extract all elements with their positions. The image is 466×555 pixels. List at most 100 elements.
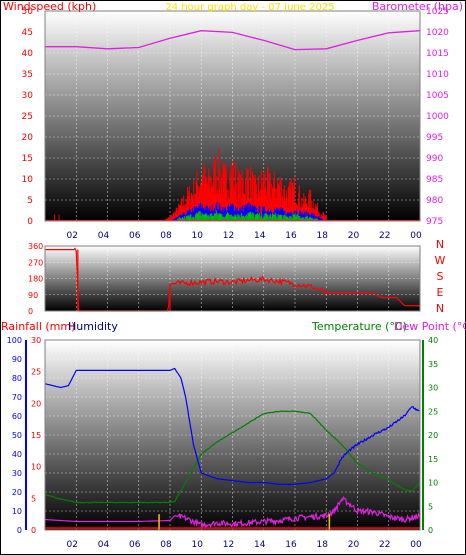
humidity-line bbox=[44, 367, 420, 485]
windspeed-tick: 15 bbox=[22, 154, 33, 164]
rainfall-tick: 20 bbox=[31, 399, 41, 408]
barometer-tick: 980 bbox=[426, 196, 443, 206]
barometer-tick: 975 bbox=[426, 217, 443, 227]
direction-ticks: 0 90 180 270 360 bbox=[28, 242, 43, 316]
barometer-tick: 1020 bbox=[426, 28, 449, 38]
humidity-ticks: 0 10 20 30 40 50 60 70 80 90 100 bbox=[7, 336, 22, 535]
rainfall-tick: 0 bbox=[31, 526, 36, 535]
humidity-axis-label: Humidity bbox=[68, 320, 118, 333]
barometer-tick: 1010 bbox=[426, 70, 449, 80]
wind-series bbox=[45, 30, 421, 222]
x-tick: 10 bbox=[192, 540, 204, 550]
x-tick: 06 bbox=[129, 540, 141, 550]
temperature-tick: 30 bbox=[428, 384, 438, 393]
windspeed-tick: 25 bbox=[22, 112, 33, 122]
temperature-ticks: 0 5 10 15 20 25 30 35 40 bbox=[428, 336, 438, 535]
windspeed-tick: 45 bbox=[22, 28, 33, 38]
x-tick: 14 bbox=[254, 540, 266, 550]
temperature-axis-label: Temperature (°C) bbox=[311, 320, 407, 333]
x-tick: 06 bbox=[129, 231, 141, 241]
windspeed-tick: 0 bbox=[27, 217, 33, 227]
barometer-tick: 1005 bbox=[426, 91, 449, 101]
x-tick: 22 bbox=[379, 540, 390, 550]
direction-tick: 270 bbox=[28, 258, 43, 267]
x-tick: 04 bbox=[98, 231, 110, 241]
direction-tick: 360 bbox=[28, 242, 43, 251]
barometer-tick: 1015 bbox=[426, 49, 449, 59]
windspeed-tick: 5 bbox=[27, 196, 33, 206]
rainfall-tick: 15 bbox=[31, 431, 41, 440]
x-tick: 12 bbox=[223, 231, 234, 241]
barometer-ticks: 975 980 985 990 995 1000 1005 1010 1015 1020 1025 bbox=[426, 7, 449, 227]
temperature-tick: 40 bbox=[428, 336, 438, 345]
direction-tick: 0 bbox=[28, 307, 33, 316]
x-tick: 12 bbox=[223, 540, 234, 550]
barometer-axis-label: Barometer (hpa) bbox=[372, 0, 463, 13]
x-tick: 00 bbox=[410, 231, 422, 241]
humidity-axis-bar bbox=[25, 340, 27, 530]
wind-grid bbox=[45, 11, 420, 221]
x-tick: 08 bbox=[160, 231, 172, 241]
barometer-tick: 1025 bbox=[426, 7, 449, 17]
rainfall-tick: 5 bbox=[31, 494, 36, 503]
x-tick: 16 bbox=[285, 540, 297, 550]
direction-tick: 180 bbox=[28, 275, 43, 284]
x-tick: 02 bbox=[67, 231, 78, 241]
temperature-tick: 10 bbox=[428, 479, 438, 488]
chart-title: 24 hour graph day - 07 June 2025 bbox=[165, 2, 334, 13]
windspeed-tick: 10 bbox=[22, 175, 34, 185]
barometer-tick: 995 bbox=[426, 133, 443, 143]
humidity-tick: 10 bbox=[12, 507, 22, 516]
humidity-tick: 20 bbox=[12, 488, 22, 497]
x-tick: 00 bbox=[410, 540, 422, 550]
humidity-tick: 50 bbox=[12, 431, 22, 440]
temp-x-ticks: 02 04 06 08 10 12 14 16 18 20 22 00 bbox=[67, 540, 422, 550]
temperature-tick: 35 bbox=[428, 360, 438, 369]
windspeed-axis-label: Windspeed (kph) bbox=[3, 0, 96, 13]
direction-plot-frame bbox=[44, 245, 421, 312]
windspeed-tick: 50 bbox=[22, 7, 34, 17]
windspeed-tick: 35 bbox=[22, 70, 33, 80]
x-tick: 22 bbox=[379, 231, 390, 241]
x-tick: 18 bbox=[317, 540, 329, 550]
temp-series bbox=[44, 367, 420, 530]
temperature-tick: 5 bbox=[428, 502, 433, 511]
x-tick: 20 bbox=[348, 231, 360, 241]
direction-tick: 90 bbox=[28, 291, 38, 300]
humidity-tick: 0 bbox=[17, 526, 22, 535]
humidity-tick: 70 bbox=[12, 393, 22, 402]
x-tick: 02 bbox=[67, 540, 78, 550]
rainfall-tick: 30 bbox=[31, 336, 41, 345]
windspeed-tick: 40 bbox=[22, 49, 34, 59]
rainfall-axis-label: Rainfall (mm) bbox=[1, 320, 75, 333]
wind-plot-frame bbox=[44, 10, 421, 222]
x-tick: 08 bbox=[160, 540, 172, 550]
x-tick: 20 bbox=[348, 540, 360, 550]
rainfall-tick: 10 bbox=[31, 463, 41, 472]
windspeed-ticks: 0 5 10 15 20 25 30 35 40 45 50 bbox=[22, 7, 34, 227]
dewpoint-line bbox=[44, 495, 420, 530]
temperature-line bbox=[44, 410, 420, 504]
windspeed-tick: 20 bbox=[22, 133, 34, 143]
temperature-tick: 25 bbox=[428, 407, 438, 416]
x-tick: 16 bbox=[285, 231, 297, 241]
compass-label: N bbox=[436, 238, 444, 251]
wind-x-ticks: 02 04 06 08 10 12 14 16 18 20 22 00 bbox=[67, 231, 422, 241]
rainfall-ticks: 0 5 10 15 20 25 30 bbox=[31, 336, 41, 535]
humidity-tick: 90 bbox=[12, 355, 22, 364]
humidity-tick: 30 bbox=[12, 469, 22, 478]
temperature-axis-bar bbox=[422, 340, 424, 530]
barometer-tick: 985 bbox=[426, 175, 443, 185]
temp-plot-frame bbox=[44, 339, 421, 531]
temperature-tick: 20 bbox=[428, 431, 438, 440]
x-tick: 18 bbox=[317, 231, 329, 241]
barometer-tick: 990 bbox=[426, 154, 443, 164]
temperature-tick: 15 bbox=[428, 455, 438, 464]
humidity-tick: 100 bbox=[7, 336, 22, 345]
humidity-tick: 40 bbox=[12, 450, 22, 459]
dewpoint-axis-label: Dew Point (°C) bbox=[394, 320, 466, 333]
compass-label: W bbox=[435, 254, 446, 267]
barometer-tick: 1000 bbox=[426, 112, 449, 122]
rainfall-tick: 25 bbox=[31, 368, 41, 377]
